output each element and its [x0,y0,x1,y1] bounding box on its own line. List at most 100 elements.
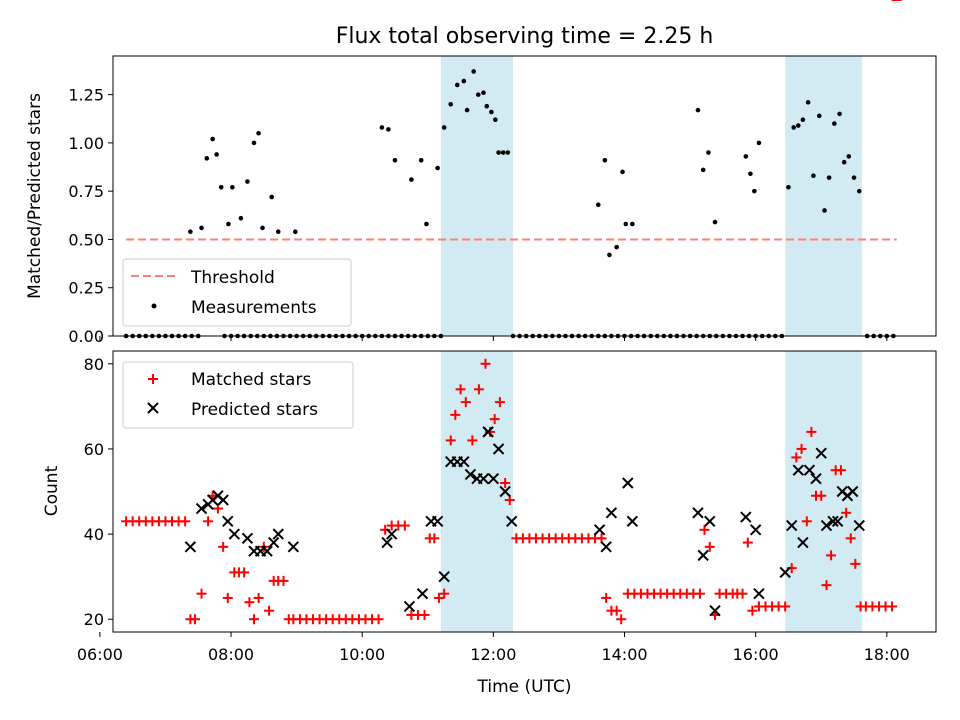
bottom-axes-frame [112,350,937,633]
predicted-point [803,464,816,476]
bottom-legend-box [122,361,354,429]
matched-point [450,409,461,420]
matched-point [419,609,430,620]
measurement-point [811,173,816,179]
bottom-x-tick-label: 16:00 [733,645,779,664]
predicted-point [217,494,229,506]
measurement-point [706,150,711,155]
matched-point [399,520,410,531]
measurement-point [461,78,467,84]
predicted-point [241,532,254,545]
predicted-point [464,468,477,481]
measurement-point [620,169,625,175]
matched-point [439,588,450,599]
bottom-predicted [184,426,865,617]
predicted-point [753,587,765,600]
measurement-point [256,130,261,136]
predicted-point [831,515,844,528]
top-legend-box [122,258,352,327]
predicted-point [626,515,639,528]
measurement-point [238,215,244,221]
predicted-point [593,524,606,536]
measurement-point [475,92,481,97]
legend-predicted-label: Predicted stars [191,400,318,420]
measurement-point [607,252,612,258]
measurement-point [856,188,862,194]
measurement-point [795,123,801,128]
predicted-point [381,536,393,549]
measurement-point [448,101,454,107]
predicted-point [506,515,518,528]
matched-point [189,614,200,625]
matched-point [601,592,612,603]
top-y-tick-label: 0.75 [68,182,104,201]
measurement-point [832,121,837,126]
bottom-x-tick-label: 06:00 [77,645,123,664]
matched-point [429,533,440,544]
measurement-point [484,103,490,109]
bottom-y-tick-label: 20 [84,610,104,629]
measurement-point [500,150,506,155]
top-y-ticks: 0.00 0.25 0.50 0.75 1.00 1.25 [68,86,113,346]
matched-point [616,614,627,625]
predicted-point [622,477,634,489]
measurement-point [505,150,511,155]
measurement-point [392,157,398,163]
measurement-point [210,136,215,142]
predicted-point [267,536,280,549]
bottom-y-axis-label: Count [42,465,62,516]
predicted-point [853,519,865,532]
predicted-point [272,528,284,540]
legend-measurements-label: Measurements [191,298,317,318]
predicted-point [740,511,752,523]
measurement-point [489,109,494,115]
measurement-point [441,125,447,130]
measurement-point [230,185,235,190]
measurement-point [188,229,193,235]
matched-point [445,435,456,446]
matched-point [699,524,710,535]
top-axes-frame [112,55,937,337]
predicted-point [847,485,859,498]
top-y-axis-label: Matched/Predicted stars [25,93,45,299]
predicted-point [438,570,450,583]
predicted-point [184,541,197,553]
predicted-point [458,455,470,468]
measurement-point [800,117,806,123]
predicted-point [786,519,798,532]
measurement-point [748,171,753,177]
measurement-point [454,82,460,88]
matched-point [494,397,505,408]
measurement-point [695,107,701,113]
measurement-point [837,111,842,117]
bottom-x-tick-label: 10:00 [339,645,385,664]
matched-point [611,605,622,616]
predicted-point [600,541,612,553]
matched-point [460,397,471,408]
predicted-point [261,545,273,557]
legend-threshold-label: Threshold [190,268,275,288]
matched-point [845,533,856,544]
predicted-point [797,536,809,549]
matched-point [791,452,802,463]
measurement-point [700,167,706,173]
measurement-point [435,165,440,171]
bottom-panel: 20 40 60 80 06:00 08:00 10:00 12:00 14:00 16:00 1… [42,0,937,697]
predicted-point [487,473,500,485]
matched-point [203,516,214,527]
top-panel: 0.00 0.25 0.50 0.75 1.00 1.25 Matched/Predict… [25,55,937,346]
matched-point [704,541,715,552]
matched-point [826,550,837,561]
measurement-point [204,156,210,161]
bottom-shade-band-0 [440,351,514,632]
measurement-point [275,229,281,235]
measurement-point [841,159,847,165]
measurement-point [386,127,391,132]
matched-point [244,597,255,608]
predicted-point [287,541,300,553]
matched-point [742,537,753,548]
measurement-point [743,154,749,159]
predicted-point [477,473,490,485]
matched-point [473,384,484,395]
